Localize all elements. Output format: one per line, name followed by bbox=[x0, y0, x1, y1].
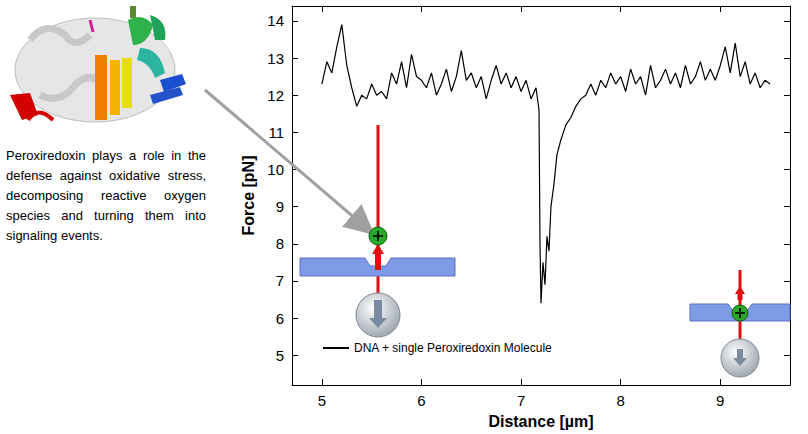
svg-text:10: 10 bbox=[267, 161, 284, 178]
svg-text:5: 5 bbox=[276, 347, 284, 364]
svg-text:11: 11 bbox=[268, 124, 284, 141]
svg-text:6: 6 bbox=[417, 392, 425, 409]
svg-text:9: 9 bbox=[716, 392, 724, 409]
svg-text:13: 13 bbox=[267, 50, 284, 67]
svg-text:9: 9 bbox=[276, 198, 284, 215]
svg-text:7: 7 bbox=[517, 392, 525, 409]
svg-text:Force [pN]: Force [pN] bbox=[240, 156, 257, 236]
svg-text:8: 8 bbox=[276, 235, 284, 252]
svg-text:8: 8 bbox=[617, 392, 625, 409]
svg-text:DNA + single Peroxiredoxin Mol: DNA + single Peroxiredoxin Molecule bbox=[354, 341, 552, 355]
svg-text:Distance [µm]: Distance [µm] bbox=[488, 413, 593, 430]
svg-text:14: 14 bbox=[267, 12, 284, 29]
svg-text:5: 5 bbox=[318, 392, 326, 409]
html-text:Peroxiredoxin plays a role in: Peroxiredoxin plays a role in the defens… bbox=[6, 148, 206, 243]
svg-text:6: 6 bbox=[276, 310, 284, 327]
svg-text:12: 12 bbox=[267, 87, 284, 104]
svg-text:7: 7 bbox=[276, 272, 284, 289]
